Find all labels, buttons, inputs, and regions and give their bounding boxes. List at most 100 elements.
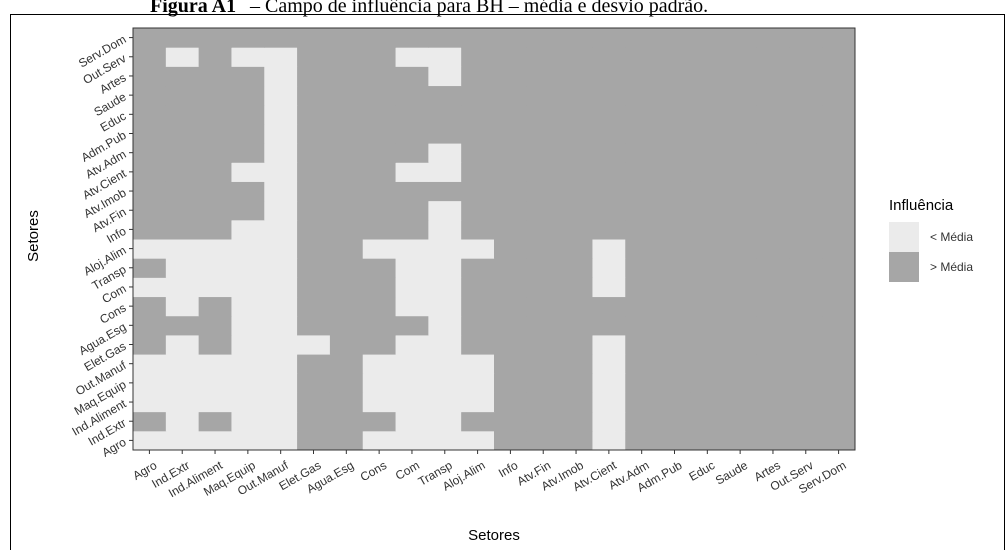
- heatmap-cell: [526, 296, 561, 317]
- heatmap-cell: [625, 277, 659, 298]
- heatmap-cell: [559, 392, 593, 413]
- heatmap-cell: [362, 85, 397, 106]
- heatmap-cell: [559, 143, 593, 163]
- heatmap-cell: [198, 239, 232, 259]
- heatmap-cell: [690, 239, 725, 259]
- heatmap-cell: [329, 277, 364, 298]
- heatmap-cell: [592, 239, 626, 259]
- heatmap-cell: [264, 239, 298, 259]
- heatmap-cell: [264, 200, 298, 221]
- heatmap-cell: [756, 354, 790, 374]
- heatmap-cell: [264, 430, 298, 451]
- heatmap-cell: [165, 411, 200, 432]
- heatmap-cell: [756, 411, 790, 432]
- heatmap-cell: [165, 373, 200, 393]
- heatmap-cell: [461, 123, 495, 144]
- heatmap-cell: [494, 162, 528, 182]
- heatmap-cell: [658, 315, 692, 336]
- heatmap-cell: [329, 181, 364, 202]
- heatmap-cell: [756, 162, 790, 182]
- heatmap-cell: [461, 411, 495, 432]
- heatmap-cell: [231, 200, 265, 221]
- heatmap-cell: [822, 219, 856, 240]
- heatmap-cell: [658, 258, 692, 278]
- legend-label: < Média: [930, 230, 973, 244]
- heatmap-cell: [198, 392, 232, 413]
- heatmap-cell: [625, 373, 659, 393]
- heatmap-cell: [461, 296, 495, 317]
- heatmap-cell: [592, 430, 626, 451]
- heatmap-cell: [198, 277, 232, 298]
- heatmap-cell: [198, 28, 232, 48]
- heatmap-cell: [559, 430, 593, 451]
- heatmap-cell: [658, 28, 692, 48]
- heatmap-cell: [822, 277, 856, 298]
- heatmap-cell: [395, 354, 429, 374]
- heatmap-cell: [526, 143, 561, 163]
- heatmap-cell: [264, 392, 298, 413]
- heatmap-cell: [461, 47, 495, 67]
- heatmap-cell: [428, 239, 462, 259]
- heatmap-cell: [723, 200, 758, 221]
- heatmap-cell: [723, 296, 758, 317]
- heatmap-cell: [198, 411, 232, 432]
- heatmap-cell: [297, 28, 331, 48]
- heatmap-cell: [723, 47, 758, 67]
- heatmap-cell: [198, 200, 232, 221]
- heatmap-cell: [822, 85, 856, 106]
- heatmap-cell: [461, 334, 495, 355]
- heatmap-cell: [133, 200, 167, 221]
- heatmap-cell: [822, 392, 856, 413]
- heatmap-cell: [822, 354, 856, 374]
- heatmap-cell: [822, 411, 856, 432]
- heatmap-cell: [789, 143, 823, 163]
- heatmap-cell: [165, 334, 200, 355]
- heatmap-cell: [165, 162, 200, 182]
- heatmap-cell: [756, 143, 790, 163]
- heatmap-cell: [329, 66, 364, 87]
- heatmap-cell: [822, 181, 856, 202]
- heatmap-cell: [428, 181, 462, 202]
- heatmap-cell: [329, 392, 364, 413]
- heatmap-cell: [592, 104, 626, 125]
- heatmap-cell: [329, 219, 364, 240]
- heatmap-cell: [231, 85, 265, 106]
- heatmap-cell: [756, 296, 790, 317]
- heatmap-cell: [297, 392, 331, 413]
- heatmap-cell: [362, 28, 397, 48]
- heatmap-cell: [756, 315, 790, 336]
- heatmap-cell: [756, 66, 790, 87]
- heatmap-cell: [723, 66, 758, 87]
- heatmap-cell: [789, 411, 823, 432]
- legend-label: > Média: [930, 260, 973, 274]
- heatmap-cell: [165, 47, 200, 67]
- heatmap-cell: [559, 47, 593, 67]
- heatmap-cell: [723, 315, 758, 336]
- heatmap-cell: [494, 219, 528, 240]
- heatmap-cell: [133, 219, 167, 240]
- heatmap-cell: [526, 258, 561, 278]
- heatmap-cell: [494, 430, 528, 451]
- heatmap-cell: [658, 47, 692, 67]
- heatmap-cell: [461, 162, 495, 182]
- heatmap-cell: [658, 334, 692, 355]
- heatmap-cell: [461, 181, 495, 202]
- heatmap-cell: [165, 239, 200, 259]
- heatmap-cell: [592, 411, 626, 432]
- heatmap-cell: [329, 28, 364, 48]
- heatmap-cell: [231, 181, 265, 202]
- heatmap-cell: [329, 354, 364, 374]
- heatmap-cell: [428, 334, 462, 355]
- heatmap-cell: [428, 85, 462, 106]
- heatmap-cell: [329, 200, 364, 221]
- heatmap-cell: [592, 143, 626, 163]
- heatmap-cell: [658, 66, 692, 87]
- legend-key: [889, 222, 919, 252]
- heatmap-cell: [133, 123, 167, 144]
- heatmap-cell: [198, 354, 232, 374]
- heatmap-cell: [428, 315, 462, 336]
- heatmap-cell: [461, 143, 495, 163]
- heatmap-cell: [756, 200, 790, 221]
- heatmap-cell: [690, 162, 725, 182]
